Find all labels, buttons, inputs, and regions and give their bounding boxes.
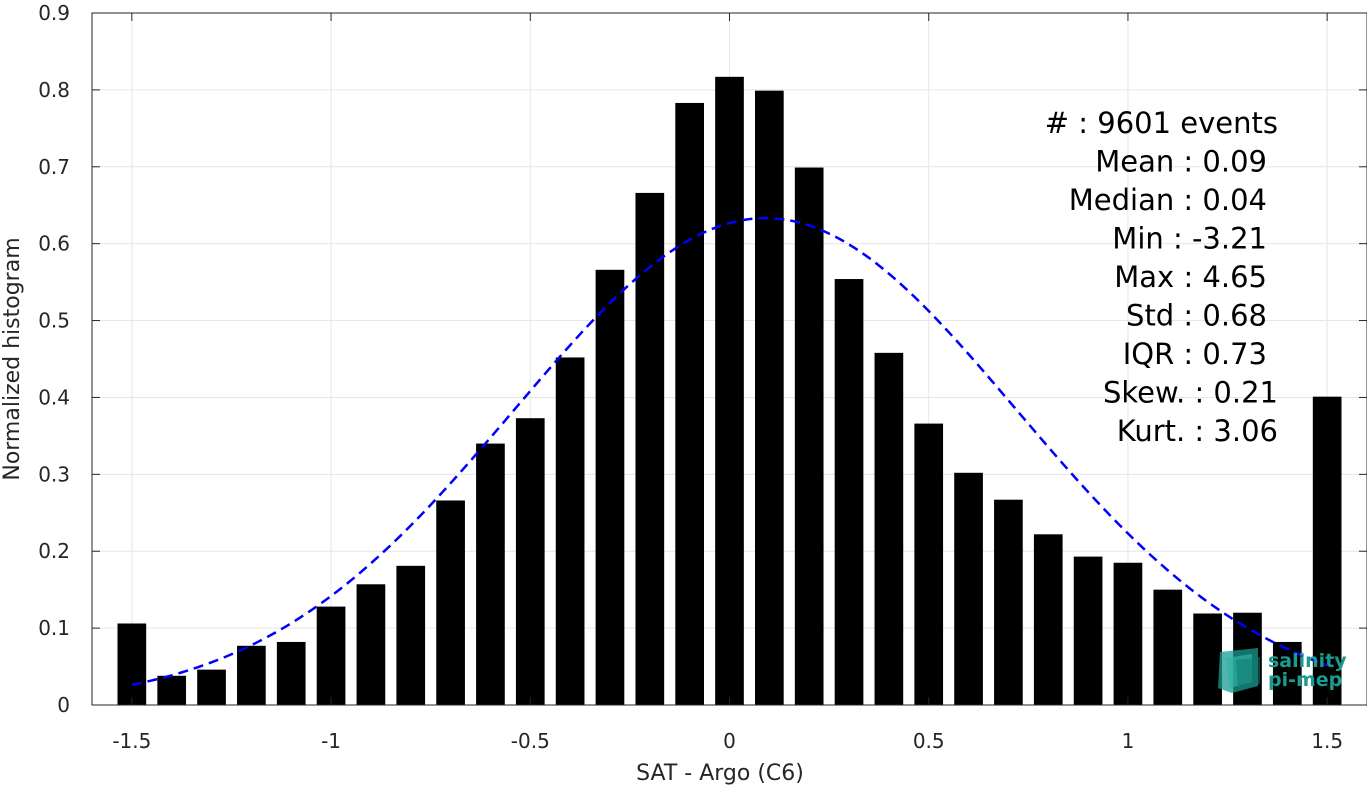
statistics-box: # : 9601 events Mean : 0.09 Median : 0.04 M… bbox=[1045, 106, 1278, 448]
histogram-bar bbox=[994, 499, 1023, 705]
histogram-bar bbox=[555, 357, 585, 705]
stats-line: Mean : 0.09 bbox=[1095, 145, 1267, 179]
y-tick-label: 0.7 bbox=[38, 155, 70, 179]
histogram-bar bbox=[914, 423, 944, 705]
histogram-bar bbox=[954, 472, 983, 705]
histogram-bar bbox=[1113, 562, 1143, 705]
x-tick-label: 1 bbox=[1122, 729, 1135, 753]
histogram-bar bbox=[476, 443, 505, 705]
y-tick-label: 0.6 bbox=[38, 232, 70, 256]
x-tick-label: 0.5 bbox=[913, 729, 945, 753]
histogram-bar bbox=[1153, 589, 1183, 705]
x-tick-labels: -1.5 -1 -0.5 0 0.5 1 1.5 bbox=[112, 729, 1343, 753]
histogram-bar bbox=[794, 167, 824, 706]
stats-line: IQR : 0.73 bbox=[1123, 337, 1267, 371]
x-axis-label: SAT - Argo (C6) bbox=[636, 761, 804, 786]
y-tick-label: 0.4 bbox=[38, 385, 70, 409]
salinity-pimep-logo: salinity pi-mep bbox=[1218, 648, 1347, 693]
logo-line-2: pi-mep bbox=[1268, 669, 1342, 691]
y-tick-label: 0.8 bbox=[38, 78, 70, 102]
stats-line: Kurt. : 3.06 bbox=[1117, 414, 1278, 448]
y-axis-label: Normalized histogram bbox=[0, 237, 25, 480]
y-tick-label: 0 bbox=[57, 693, 70, 717]
stats-line: Median : 0.04 bbox=[1069, 183, 1267, 217]
axis-ticks bbox=[92, 12, 1367, 706]
histogram-bar bbox=[755, 90, 784, 705]
y-tick-label: 0.2 bbox=[38, 539, 70, 563]
x-tick-label: -0.5 bbox=[511, 729, 550, 753]
normal-fit-curve bbox=[131, 216, 1328, 687]
y-tick-label: 0.3 bbox=[38, 462, 70, 486]
x-tick-label: 1.5 bbox=[1311, 729, 1343, 753]
y-tick-label: 0.9 bbox=[38, 1, 70, 25]
y-tick-label: 0.1 bbox=[38, 616, 70, 640]
histogram-bar bbox=[356, 584, 386, 705]
histogram-bar bbox=[237, 645, 266, 705]
x-tick-label: -1 bbox=[321, 729, 341, 753]
stats-line: Skew. : 0.21 bbox=[1103, 376, 1278, 410]
histogram-bar bbox=[1073, 556, 1103, 705]
histogram-bar bbox=[1312, 396, 1342, 705]
histogram-bar bbox=[675, 102, 704, 705]
histogram-bar bbox=[1033, 534, 1063, 705]
logo-line-1: salinity bbox=[1268, 650, 1347, 672]
histogram-bar bbox=[715, 76, 744, 706]
histogram-bar bbox=[874, 352, 904, 705]
histogram-bar bbox=[515, 418, 545, 705]
histogram-bar bbox=[635, 192, 665, 706]
stats-line: # : 9601 events bbox=[1045, 106, 1278, 140]
y-tick-labels: 0 0.1 0.2 0.3 0.4 0.5 0.6 0.7 0.8 0.9 bbox=[38, 1, 70, 717]
histogram-bar bbox=[595, 269, 625, 705]
stats-line: Std : 0.68 bbox=[1126, 299, 1267, 333]
histogram-bar bbox=[157, 675, 187, 705]
histogram-bar bbox=[276, 641, 306, 705]
histogram-bar bbox=[316, 606, 346, 705]
y-tick-label: 0.5 bbox=[38, 309, 70, 333]
histogram-bar bbox=[396, 565, 426, 705]
logo-mark-icon bbox=[1218, 648, 1260, 693]
histogram-bar bbox=[834, 279, 864, 705]
stats-line: Max : 4.65 bbox=[1114, 260, 1267, 294]
histogram-bars bbox=[117, 76, 1342, 706]
x-tick-label: -1.5 bbox=[112, 729, 151, 753]
x-tick-label: 0 bbox=[723, 729, 736, 753]
histogram-bar bbox=[1193, 613, 1222, 705]
histogram-bar bbox=[436, 500, 465, 705]
stats-line: Min : -3.21 bbox=[1112, 222, 1267, 256]
histogram-bar bbox=[197, 669, 226, 705]
histogram-bar bbox=[117, 623, 147, 705]
